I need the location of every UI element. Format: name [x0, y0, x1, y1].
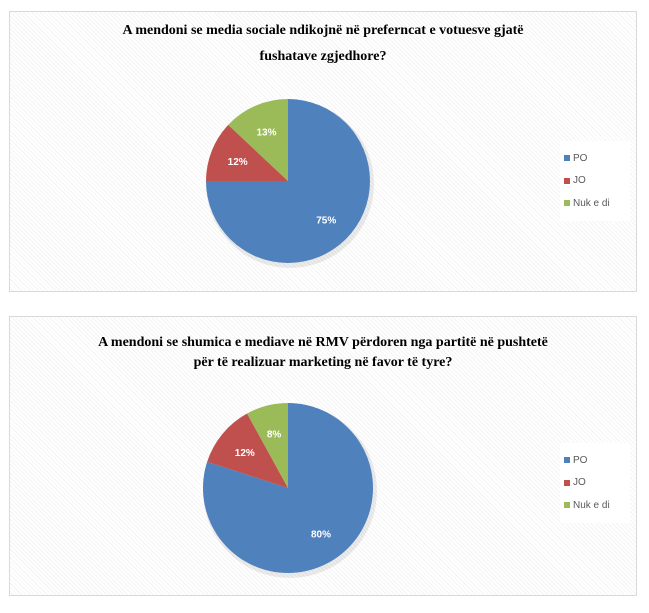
chart-title-line-1: A mendoni se shumica e mediave në RMV pë… — [98, 335, 548, 350]
legend-item-nuk-e-di: Nuk e di — [564, 494, 626, 517]
data-label: 12% — [235, 448, 255, 459]
data-label: 75% — [316, 215, 336, 226]
legend: PO JO Nuk e di — [560, 141, 630, 221]
data-label: 8% — [267, 430, 282, 441]
legend-item-nuk-e-di: Nuk e di — [564, 192, 626, 215]
legend-item-po: PO — [564, 147, 626, 170]
chart-panel-2: A mendoni se shumica e mediave në RMV pë… — [9, 316, 637, 596]
legend-label: Nuk e di — [573, 499, 610, 511]
pie-chart: 75% 12% 13% — [206, 99, 374, 268]
pie-slice-jo — [206, 124, 288, 181]
pie-slice-jo — [207, 413, 288, 488]
pie-chart: 80% 12% 8% — [203, 403, 377, 578]
data-label: 12% — [228, 157, 248, 168]
pie-slice-nuk-e-di — [228, 99, 288, 181]
chart-panel-1: A mendoni se media sociale ndikojnë në p… — [9, 11, 637, 292]
legend-label: PO — [573, 454, 588, 466]
legend-item-po: PO — [564, 449, 626, 472]
legend-label: JO — [573, 175, 586, 187]
chart-title-line-1: A mendoni se media sociale ndikojnë në p… — [122, 23, 524, 38]
chart-title-line-2: për të realizuar marketing në favor të t… — [193, 355, 453, 370]
chart-title-line-2: fushatave zgjedhore? — [259, 49, 387, 64]
legend: PO JO Nuk e di — [560, 443, 630, 523]
legend-item-jo: JO — [564, 170, 626, 193]
legend-item-jo: JO — [564, 472, 626, 495]
pie-slice-nuk-e-di — [247, 403, 288, 488]
legend-label: PO — [573, 152, 588, 164]
data-label: 13% — [256, 127, 276, 138]
legend-label: Nuk e di — [573, 197, 610, 209]
legend-label: JO — [573, 477, 586, 489]
data-label: 80% — [311, 529, 331, 540]
